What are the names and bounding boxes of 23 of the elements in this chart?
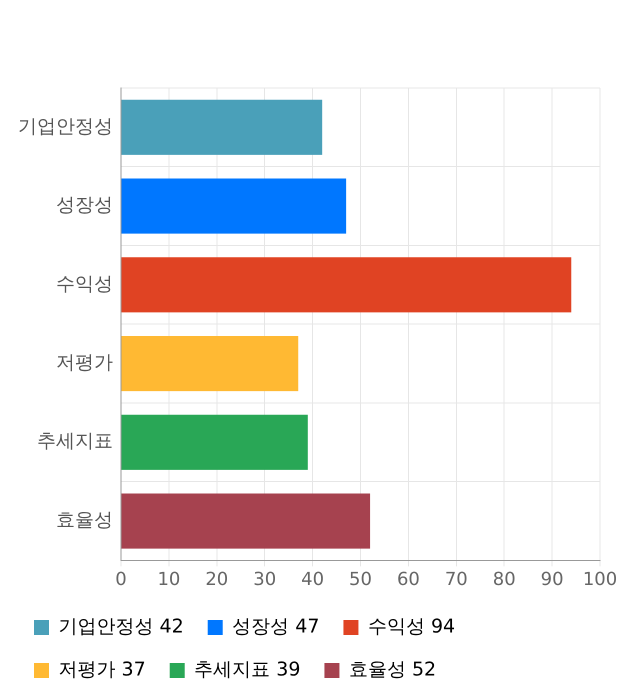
x-tick-label: 60 [396, 568, 420, 590]
y-tick-label: 추세지표 [37, 430, 113, 452]
x-tick-label: 90 [540, 568, 564, 590]
x-tick-label: 10 [157, 568, 180, 590]
legend-label: 성장성 47 [232, 615, 320, 638]
legend-label: 저평가 37 [58, 658, 146, 680]
y-tick-label: 성장성 [56, 194, 113, 216]
y-tick-label: 효율성 [56, 508, 113, 531]
x-tick-label: 50 [349, 568, 372, 590]
legend-label: 기업안정성 42 [58, 615, 184, 638]
x-tick-label: 0 [115, 568, 127, 590]
y-tick-label: 저평가 [56, 352, 113, 374]
x-tick-label: 40 [301, 568, 324, 590]
y-tick-label: 기업안정성 [18, 115, 113, 138]
y-tick-label: 수익성 [56, 272, 113, 295]
x-tick-label: 20 [205, 568, 228, 590]
x-tick-label: 80 [492, 568, 516, 590]
legend-label: 수익성 94 [368, 615, 456, 638]
x-tick-label: 100 [582, 568, 618, 590]
legend-label: 효율성 52 [348, 658, 436, 680]
legend-label: 추세지표 39 [194, 658, 300, 680]
x-tick-label: 30 [253, 568, 276, 590]
x-tick-label: 70 [444, 568, 468, 590]
